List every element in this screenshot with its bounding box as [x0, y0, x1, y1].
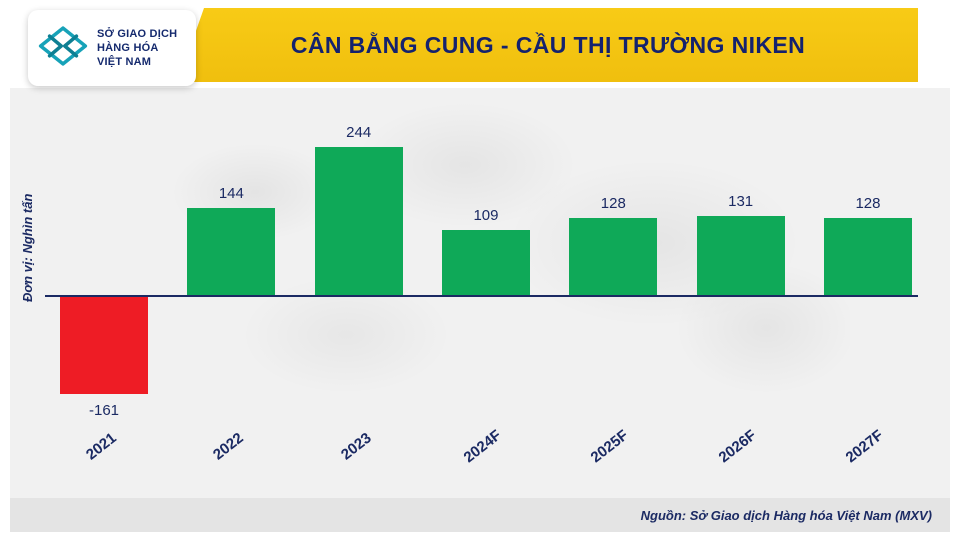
x-tick-label: 2023: [337, 429, 375, 464]
bar-value-label: 128: [600, 195, 626, 212]
positive-bar: [696, 216, 785, 296]
zero-axis-line: [45, 295, 918, 297]
bar-value-label: 144: [218, 185, 244, 202]
mxv-logo-line-1: SỞ GIAO DỊCH: [97, 27, 178, 40]
bar-value-label: 131: [728, 193, 754, 210]
mxv-logo-line-2: HÀNG HÓA: [97, 41, 159, 54]
positive-bar: [823, 218, 912, 296]
positive-bar: [187, 208, 276, 296]
title-banner: CÂN BẰNG CUNG - CẦU THỊ TRƯỜNG NIKEN: [178, 8, 918, 82]
chart-title: CÂN BẰNG CUNG - CẦU THỊ TRƯỜNG NIKEN: [290, 32, 806, 58]
x-tick-label: 2027F: [842, 426, 887, 467]
bar-slot: 128 2027F: [823, 100, 912, 470]
y-axis-unit-label: Đơn vị: Nghìn tấn: [20, 193, 35, 302]
bar-slot: 244 2023: [314, 100, 403, 470]
bar-value-label: -161: [88, 402, 120, 419]
x-tick-label: 2025F: [587, 426, 632, 467]
source-text: Nguồn: Sở Giao dịch Hàng hóa Việt Nam (M…: [640, 507, 932, 523]
footer-bar: Nguồn: Sở Giao dịch Hàng hóa Việt Nam (M…: [10, 498, 950, 532]
x-tick-label: 2026F: [715, 426, 760, 467]
negative-bar: [60, 296, 148, 394]
positive-bar: [441, 230, 530, 296]
bar-chart: -161 2021 144 2022 244 2023 109 2024F 128 2025F 13…: [60, 100, 912, 470]
x-tick-label: 2024F: [460, 426, 505, 467]
bar-value-label: 109: [473, 207, 499, 224]
mxv-logo-icon: [38, 23, 88, 74]
positive-bar: [314, 147, 403, 296]
bar-slot: -161 2021: [60, 100, 148, 470]
positive-bar: [569, 218, 658, 296]
bar-slot: 144 2022: [187, 100, 276, 470]
bar-slot: 109 2024F: [441, 100, 530, 470]
x-tick-label: 2021: [82, 429, 120, 464]
bar-slot: 131 2026F: [696, 100, 785, 470]
bar-slot: 128 2025F: [569, 100, 658, 470]
mxv-logo: SỞ GIAO DỊCH HÀNG HÓA VIỆT NAM: [28, 10, 196, 86]
bar-value-label: 128: [855, 195, 881, 212]
mxv-logo-text: SỞ GIAO DỊCH HÀNG HÓA VIỆT NAM: [97, 27, 177, 70]
chart-panel-background: [10, 88, 950, 532]
mxv-logo-line-3: VIỆT NAM: [97, 56, 152, 69]
x-tick-label: 2022: [210, 429, 248, 464]
bar-value-label: 244: [346, 124, 372, 141]
